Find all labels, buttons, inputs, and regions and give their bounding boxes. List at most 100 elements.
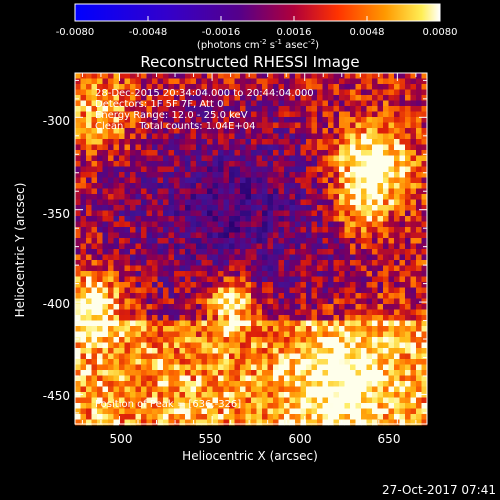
heatmap-cell: [394, 271, 400, 277]
heatmap-cell: [113, 172, 120, 178]
heatmap-cell: [377, 89, 384, 96]
heatmap-cell: [256, 128, 263, 134]
heatmap-cell: [377, 320, 384, 327]
heatmap-cell: [201, 298, 208, 305]
heatmap-cell: [366, 271, 373, 277]
heatmap-cell: [289, 111, 296, 118]
heatmap-cell: [80, 249, 87, 255]
heatmap-cell: [311, 95, 318, 101]
heatmap-cell: [361, 304, 367, 310]
heatmap-cell: [179, 337, 186, 343]
heatmap-cell: [240, 95, 246, 101]
heatmap-cell: [223, 73, 230, 79]
heatmap-cell: [212, 166, 219, 173]
heatmap-cell: [97, 111, 103, 118]
heatmap-cell: [311, 392, 318, 398]
heatmap-cell: [306, 144, 312, 151]
heatmap-cell: [245, 315, 252, 321]
heatmap-cell: [388, 348, 395, 354]
heatmap-cell: [97, 150, 103, 156]
heatmap-cell: [223, 397, 230, 404]
heatmap-cell: [185, 177, 191, 184]
heatmap-cell: [377, 95, 384, 101]
heatmap-cell: [300, 227, 307, 233]
heatmap-cell: [80, 221, 87, 228]
heatmap-cell: [119, 392, 125, 398]
heatmap-cell: [185, 227, 191, 233]
heatmap-cell: [201, 144, 208, 151]
heatmap-cell: [174, 177, 180, 184]
heatmap-cell: [405, 271, 411, 277]
heatmap-cell: [278, 370, 285, 376]
heatmap-cell: [366, 249, 373, 255]
heatmap-cell: [262, 408, 268, 415]
heatmap-cell: [201, 95, 208, 101]
heatmap-cell: [339, 359, 345, 365]
heatmap-cell: [146, 304, 153, 310]
heatmap-cell: [108, 381, 114, 387]
heatmap-cell: [399, 414, 406, 420]
heatmap-cell: [295, 216, 301, 222]
heatmap-cell: [377, 155, 384, 162]
heatmap-cell: [223, 78, 230, 85]
heatmap-cell: [251, 353, 257, 360]
heatmap-cell: [201, 414, 208, 420]
heatmap-cell: [113, 408, 120, 415]
heatmap-cell: [229, 111, 235, 118]
heatmap-cell: [267, 161, 274, 167]
heatmap-cell: [196, 287, 202, 294]
heatmap-cell: [135, 304, 142, 310]
heatmap-cell: [300, 260, 307, 266]
heatmap-cell: [212, 155, 219, 162]
heatmap-cell: [344, 337, 351, 343]
heatmap-cell: [168, 183, 175, 189]
heatmap-cell: [399, 106, 406, 112]
heatmap-cell: [394, 381, 400, 387]
heatmap-cell: [399, 370, 406, 376]
heatmap-cell: [344, 403, 351, 409]
heatmap-cell: [240, 265, 246, 272]
heatmap-cell: [146, 282, 153, 288]
heatmap-cell: [223, 161, 230, 167]
heatmap-cell: [218, 194, 224, 200]
heatmap-cell: [229, 139, 235, 145]
heatmap-cell: [113, 419, 120, 426]
heatmap-cell: [311, 78, 318, 85]
heatmap-cell: [245, 177, 252, 184]
heatmap-cell: [366, 375, 373, 382]
heatmap-cell: [124, 282, 131, 288]
heatmap-cell: [97, 359, 103, 365]
heatmap-cell: [295, 271, 301, 277]
heatmap-cell: [251, 304, 257, 310]
heatmap-cell: [295, 326, 301, 332]
heatmap-cell: [306, 359, 312, 365]
heatmap-cell: [102, 177, 109, 184]
heatmap-cell: [86, 100, 92, 107]
heatmap-cell: [388, 199, 395, 206]
heatmap-cell: [190, 331, 197, 338]
heatmap-cell: [80, 414, 87, 420]
heatmap-cell: [234, 161, 241, 167]
heatmap-cell: [284, 106, 290, 112]
heatmap-cell: [355, 227, 362, 233]
heatmap-cell: [256, 249, 263, 255]
heatmap-cell: [361, 161, 367, 167]
heatmap-cell: [262, 298, 268, 305]
heatmap-cell: [416, 414, 422, 420]
heatmap-cell: [130, 161, 136, 167]
heatmap-cell: [80, 276, 87, 283]
heatmap-cell: [405, 100, 411, 107]
heatmap-cell: [223, 309, 230, 316]
heatmap-cell: [108, 293, 114, 299]
heatmap-cell: [91, 293, 98, 299]
heatmap-cell: [152, 150, 158, 156]
heatmap-cell: [372, 414, 378, 420]
heatmap-cell: [234, 265, 241, 272]
heatmap-cell: [135, 348, 142, 354]
heatmap-cell: [410, 89, 417, 96]
heatmap-cell: [163, 89, 169, 96]
heatmap-cell: [108, 150, 114, 156]
heatmap-cell: [355, 172, 362, 178]
heatmap-cell: [196, 364, 202, 371]
heatmap-cell: [350, 117, 356, 123]
